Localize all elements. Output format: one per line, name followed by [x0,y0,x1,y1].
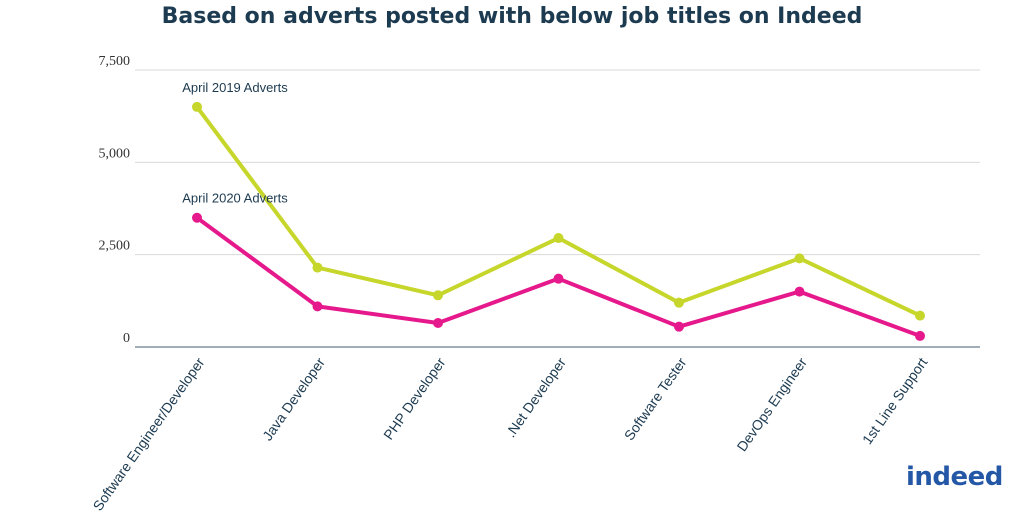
series-line [195,104,922,318]
x-category-label: DevOps Engineer [733,354,810,454]
y-axis-ticks: 0 2,500 5,000 7,500 [99,54,131,346]
gridlines [135,69,980,348]
series-label: April 2020 Adverts [182,191,288,206]
data-point [674,321,684,332]
series-group: April 2019 Adverts [182,80,925,321]
data-point [553,273,564,284]
x-category-label: .Net Developer [502,354,569,440]
series-group: April 2020 Adverts [182,191,925,341]
series-lines: April 2019 Adverts April 2020 Adverts [182,80,925,341]
data-point [674,297,684,308]
x-category-label: PHP Developer [380,354,448,442]
chart-title: Based on adverts posted with below job t… [161,4,863,29]
x-category-label: 1st Line Support [859,354,931,447]
data-point [192,212,202,223]
data-point [312,262,323,273]
data-point [433,290,443,301]
data-point [915,330,925,341]
data-point [794,253,805,264]
x-category-label: Java Developer [259,354,328,443]
y-tick-label: 7,500 [99,54,131,69]
data-point [312,301,323,312]
y-tick-label: 5,000 [99,146,131,161]
y-tick-label: 2,500 [99,239,131,254]
series-label: April 2019 Adverts [182,80,288,95]
y-tick-label: 0 [123,331,130,346]
x-axis-categories: Software Engineer/Developer Java Develope… [89,354,930,512]
x-category-label: Software Engineer/Developer [89,354,207,512]
data-point [433,317,443,328]
x-category-label: Software Tester [621,354,690,443]
indeed-logo: indeed [906,462,1003,492]
data-point [794,286,805,297]
data-point [915,310,925,321]
data-point [553,233,564,244]
data-point [192,101,202,112]
